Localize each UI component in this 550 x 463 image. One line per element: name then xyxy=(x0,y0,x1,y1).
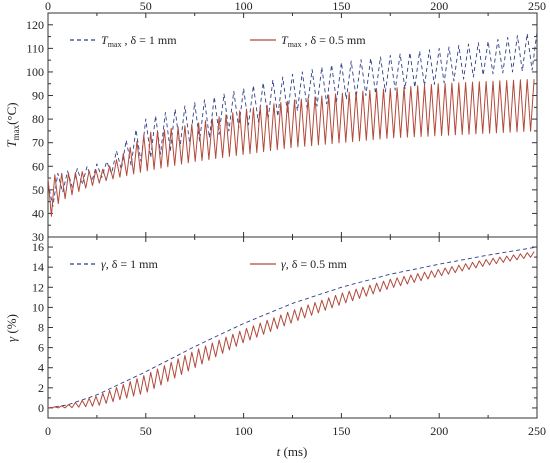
top-series-group xyxy=(47,31,538,217)
top-y-tick-label: 120 xyxy=(26,18,44,32)
top-legend-label: Tmax , δ = 1 mm xyxy=(101,33,177,49)
bottom-legend-label: γ, δ = 0.5 mm xyxy=(281,257,347,271)
bottom-ticks-group: 0 50 100 150 200 250 0 2 4 6 8 10 12 14 16 xyxy=(32,237,546,438)
bottom-x-tick-label: 100 xyxy=(235,424,253,438)
bottom-series-delta-0-5mm-line xyxy=(48,251,535,409)
top-y-tick-label: 60 xyxy=(32,159,44,173)
top-y-tick-label: 40 xyxy=(32,206,44,220)
top-x-tick-label-top: 50 xyxy=(140,0,152,13)
top-series-delta-0-5mm-line xyxy=(47,79,535,217)
top-legend: Tmax , δ = 1 mm Tmax , δ = 0.5 mm xyxy=(70,33,366,49)
x-axis-label: t (ms) xyxy=(277,444,308,459)
top-y-tick-label: 80 xyxy=(32,112,44,126)
bottom-x-tick-label: 150 xyxy=(332,424,350,438)
bottom-y-tick-label: 6 xyxy=(38,341,44,355)
top-ticks-group: 0 50 100 150 200 250 30 40 50 60 70 80 90 100 110 120 xyxy=(26,0,546,244)
top-x-tick-label-top: 200 xyxy=(430,0,448,13)
bottom-series-delta-1mm-line xyxy=(47,246,538,409)
top-x-tick-label-top: 250 xyxy=(528,0,546,13)
top-x-tick-label-top: 0 xyxy=(45,0,51,13)
bottom-y-tick-label: 16 xyxy=(32,240,44,254)
bottom-y-tick-label: 8 xyxy=(38,321,44,335)
top-y-axis-label: Tmax(°C) xyxy=(4,102,21,147)
top-y-tick-label: 50 xyxy=(32,183,44,197)
top-y-tick-label: 100 xyxy=(26,65,44,79)
bottom-x-tick-label: 250 xyxy=(528,424,546,438)
bottom-legend: γ, δ = 1 mm γ, δ = 0.5 mm xyxy=(70,257,347,271)
bottom-y-tick-label: 4 xyxy=(38,361,44,375)
bottom-x-tick-label: 0 xyxy=(45,424,51,438)
bottom-legend-label: γ, δ = 1 mm xyxy=(101,257,158,271)
top-x-tick-label-top: 100 xyxy=(235,0,253,13)
bottom-y-axis-label: γ (%) xyxy=(4,314,19,342)
bottom-y-tick-label: 12 xyxy=(32,280,44,294)
bottom-panel: 0 50 100 150 200 250 0 2 4 6 8 10 12 14 16 γ, δ = 1 mm… xyxy=(4,236,546,459)
top-y-tick-label: 30 xyxy=(32,230,44,244)
bottom-series-group xyxy=(47,246,538,409)
top-y-tick-label: 70 xyxy=(32,136,44,150)
top-panel: 0 50 100 150 200 250 30 40 50 60 70 80 90 100 110 120 T… xyxy=(4,0,546,244)
bottom-y-tick-label: 0 xyxy=(38,401,44,415)
bottom-y-tick-label: 10 xyxy=(32,300,44,314)
top-x-tick-label-top: 150 xyxy=(332,0,350,13)
bottom-y-tick-label: 14 xyxy=(32,260,44,274)
top-y-tick-label: 90 xyxy=(32,89,44,103)
bottom-x-tick-label: 50 xyxy=(140,424,152,438)
bottom-x-tick-label: 200 xyxy=(430,424,448,438)
top-y-tick-label: 110 xyxy=(26,41,44,55)
top-legend-label: Tmax , δ = 0.5 mm xyxy=(281,33,366,49)
bottom-y-tick-label: 2 xyxy=(38,381,44,395)
